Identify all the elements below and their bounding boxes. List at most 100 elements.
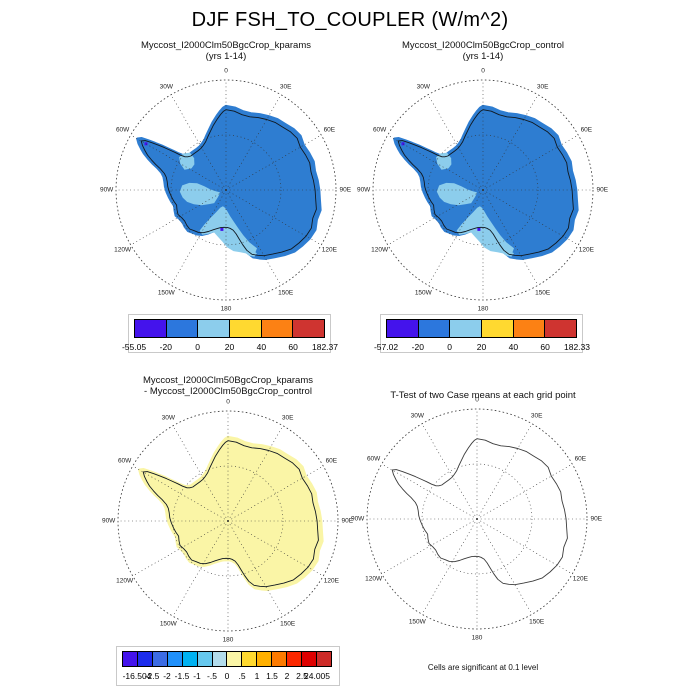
- meridian-label: 120E: [321, 246, 337, 254]
- meridian-label: 30W: [410, 412, 424, 420]
- colorbar-box: [544, 319, 578, 338]
- meridian-label: 120E: [323, 577, 339, 585]
- polar-map-plot: [117, 410, 339, 632]
- colorbar-box: [196, 651, 213, 667]
- colorbar-tick-label: 0: [195, 342, 201, 352]
- panel-title-line: (yrs 1-14): [205, 50, 247, 62]
- meridian-label: 30E: [281, 414, 294, 422]
- colorbar-box: [260, 319, 294, 338]
- colorbar-tick-label: -20: [159, 342, 172, 352]
- colorbar-tick-label: 1.5: [266, 671, 278, 681]
- panel-title-line: Myccost_I2000Clm50BgcCrop_kparams: [140, 40, 312, 51]
- colorbar-box: [271, 651, 288, 667]
- meridian-label: 150W: [159, 620, 177, 628]
- polar-map-plot: [366, 408, 588, 630]
- map-ttest: 0 30E 60E 90E 120E 150E 180 150W 120W 90W 60W 30W: [350, 394, 603, 644]
- meridian-label: 90W: [350, 515, 365, 523]
- page-title: DJF FSH_TO_COUPLER (W/m^2): [191, 9, 509, 31]
- panel-title-line: Myccost_I2000Clm50BgcCrop_control: [401, 40, 565, 51]
- polar-map-plot: [115, 79, 337, 301]
- colorbar-box: [512, 319, 546, 338]
- meridian-label: 90E: [590, 515, 603, 523]
- colorbar-box: [481, 319, 514, 338]
- colorbar-box: [211, 651, 228, 667]
- colorbar-box: [165, 319, 199, 338]
- meridian-label: 60W: [372, 126, 387, 134]
- colorbar-labels: -57.02 -20 0 20 40 60 182.33: [374, 342, 590, 352]
- map-difference: 0 30E 60E 90E 120E 150E 180 150W 120W 90W 60W 30W: [101, 396, 353, 646]
- meridian-label: 120W: [114, 246, 132, 254]
- colorbar-box: [197, 319, 231, 338]
- meridian-label: 120E: [578, 246, 594, 254]
- colorbar-tick-label: -16.504: [122, 671, 152, 681]
- colorbar-control: -57.02 -20 0 20 40 60 182.33: [374, 319, 590, 352]
- meridian-label: 90W: [356, 186, 371, 194]
- meridian-label: 150W: [408, 618, 426, 626]
- colorbar-tick-label: 2.5: [296, 671, 308, 681]
- meridian-label: 90E: [596, 186, 609, 194]
- meridian-label: 150E: [280, 620, 296, 628]
- colorbar-box: [286, 651, 303, 667]
- panel-title-line: T-Test of two Case means at each grid po…: [390, 390, 576, 401]
- meridian-label: 30E: [536, 83, 549, 91]
- colorbar-tick-label: 20: [224, 342, 235, 352]
- panel-title-ttest: T-Test of two Case means at each grid po…: [352, 390, 614, 402]
- colorbar-tick-label: -57.02: [373, 342, 399, 352]
- colorbar-box: [301, 651, 317, 667]
- colorbar-perimeter: [128, 314, 331, 353]
- meridian-label: 30W: [161, 414, 175, 422]
- meridian-label: 0: [226, 398, 230, 406]
- colorbar-tick-label: -2: [163, 671, 171, 681]
- colorbar-boxes: [134, 319, 326, 338]
- panel-title-kparams: Myccost_I2000Clm50BgcCrop_kparams (yrs 1…: [101, 40, 351, 62]
- meridian-label: 150E: [278, 289, 294, 297]
- meridian-label: 90W: [101, 517, 116, 525]
- meridian-label: 150W: [414, 289, 432, 297]
- colorbar-boxes: [386, 319, 578, 338]
- colorbar-tick-label: 2: [284, 671, 290, 681]
- colorbar-box: [151, 651, 168, 667]
- colorbar-box: [449, 319, 483, 338]
- meridian-label: 120E: [572, 575, 588, 583]
- colorbar-tick-label: 60: [540, 342, 550, 352]
- colorbar-tick-label: -20: [411, 342, 424, 352]
- colorbar-box: [417, 319, 451, 338]
- meridian-label: 30E: [530, 412, 543, 420]
- panel-title-difference: Myccost_I2000Clm50BgcCrop_kparams - Mycc…: [103, 375, 353, 397]
- meridian-label: 90E: [339, 186, 352, 194]
- meridian-label: 120W: [371, 246, 389, 254]
- panel-title-line: Myccost_I2000Clm50BgcCrop_kparams: [142, 375, 314, 386]
- colorbar-tick-label: .5: [238, 671, 246, 681]
- panel-title-line: - Myccost_I2000Clm50BgcCrop_control: [144, 385, 312, 397]
- colorbar-tick-label: -1.5: [174, 671, 190, 681]
- colorbar-box: [241, 651, 258, 667]
- meridian-label: 180: [471, 634, 483, 642]
- meridian-label: 0: [475, 396, 479, 404]
- meridian-label: 60E: [325, 457, 338, 465]
- colorbar-tick-label: 40: [508, 342, 519, 352]
- colorbar-perimeter: [116, 646, 340, 686]
- meridian-label: 30W: [159, 83, 173, 91]
- meridian-label: 0: [481, 67, 485, 75]
- colorbar-tick-label: 182.33: [564, 342, 590, 352]
- colorbar-tick-label: 24.005: [304, 671, 330, 681]
- map-kparams: 0 30E 60E 90E 120E 150E 180 150W 120W 90W 60W 30W: [100, 65, 352, 315]
- colorbar-tick-label: 0: [447, 342, 453, 352]
- meridian-label: 150W: [157, 289, 175, 297]
- colorbar-tick-label: -.5: [207, 671, 217, 681]
- panel-title-control: Myccost_I2000Clm50BgcCrop_control (yrs 1…: [358, 40, 608, 62]
- panel-title-line: (yrs 1-14): [462, 50, 504, 62]
- significance-caption: Cells are significant at 0.1 level: [427, 663, 539, 672]
- colorbar-box: [136, 651, 153, 667]
- colorbar-tick-label: 60: [288, 342, 298, 352]
- meridian-label: 180: [220, 305, 232, 313]
- colorbar-box: [315, 651, 332, 667]
- meridian-label: 120W: [365, 575, 383, 583]
- colorbar-box: [229, 319, 262, 338]
- colorbar-tick-label: 0: [224, 671, 230, 681]
- meridian-label: 30E: [279, 83, 292, 91]
- meridian-label: 120W: [116, 577, 134, 585]
- meridian-label: 30W: [416, 83, 430, 91]
- colorbar-boxes: [122, 651, 332, 667]
